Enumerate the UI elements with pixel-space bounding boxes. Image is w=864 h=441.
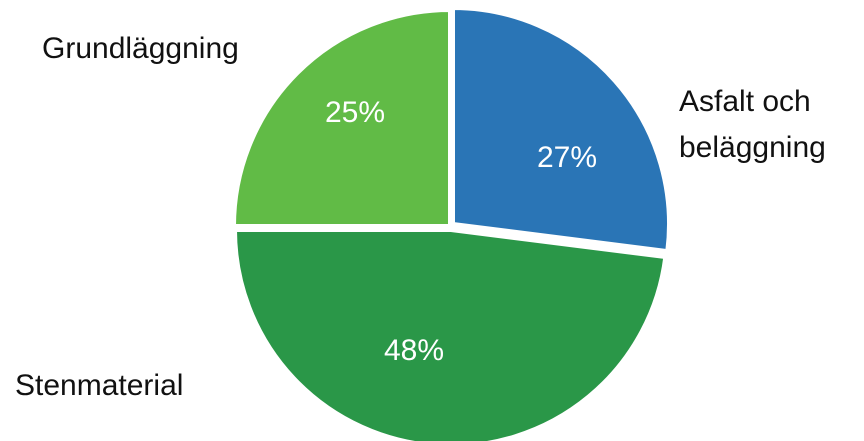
- slice-percent-label: 48%: [384, 334, 444, 367]
- slice-percent-label: 25%: [325, 96, 385, 129]
- slice-category-label: beläggning: [679, 131, 826, 164]
- slice-category-label: Stenmaterial: [15, 369, 183, 402]
- slice-category-label: Grundläggning: [42, 32, 239, 65]
- slice-category-label: Asfalt och: [679, 85, 811, 118]
- pie-slice: [453, 8, 669, 251]
- pie-slice: [235, 230, 665, 441]
- slice-percent-label: 27%: [537, 141, 597, 174]
- pie-slices: [234, 8, 669, 441]
